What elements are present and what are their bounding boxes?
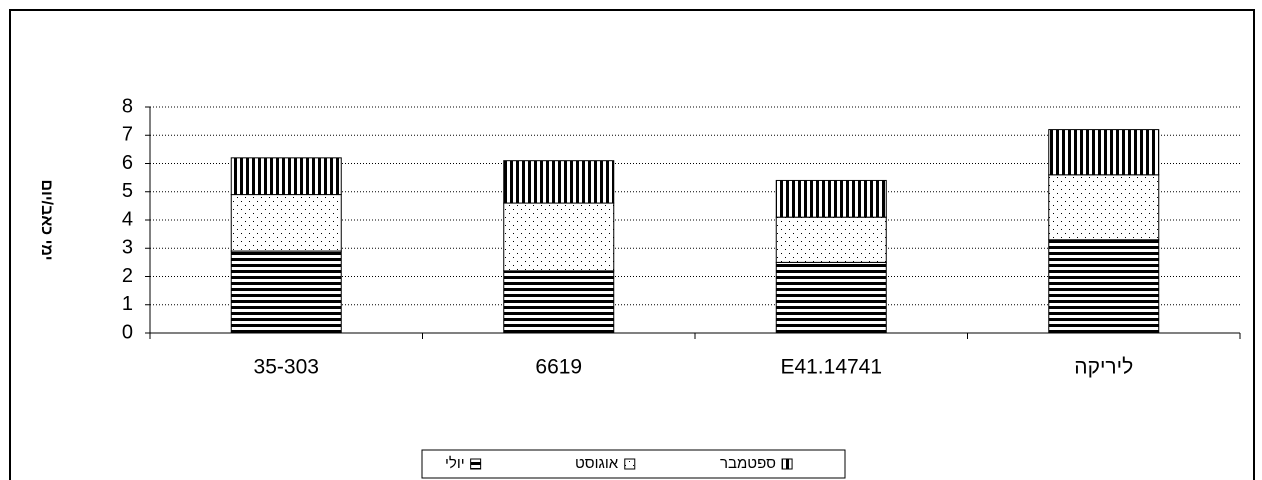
bar-segment xyxy=(775,216,887,263)
bar-segment xyxy=(230,194,342,252)
y-axis-label: ימי כאב/יום xyxy=(38,179,55,260)
bar-segment xyxy=(503,270,615,334)
x-tick-label: 6619 xyxy=(535,356,582,379)
legend-swatch xyxy=(470,458,482,470)
legend-label: ספטמבר xyxy=(720,455,776,472)
y-tick-label: 0 xyxy=(122,321,133,343)
legend-swatch xyxy=(624,458,636,470)
bar-segment xyxy=(230,157,342,196)
bar-segment xyxy=(503,202,615,272)
legend-label: יולי xyxy=(445,455,465,472)
bar-segment xyxy=(1048,239,1160,334)
x-tick-label: ליריקה xyxy=(1074,356,1133,379)
bar-segment xyxy=(775,179,887,218)
y-tick-label: 7 xyxy=(122,124,133,146)
legend-swatch xyxy=(781,458,793,470)
chart-frame xyxy=(9,9,1255,480)
y-tick-label: 2 xyxy=(122,265,133,287)
bar-segment xyxy=(503,160,615,204)
bar-segment xyxy=(1048,129,1160,176)
bar-segment xyxy=(775,261,887,334)
bar-segment xyxy=(230,250,342,334)
y-tick-label: 4 xyxy=(122,208,133,230)
x-tick-label: 35-303 xyxy=(254,356,319,379)
y-tick-label: 3 xyxy=(122,237,133,259)
y-tick-label: 1 xyxy=(122,293,133,315)
legend-label: אוגוסט xyxy=(575,455,619,472)
bar-segment xyxy=(1048,174,1160,241)
y-tick-label: 5 xyxy=(122,180,133,202)
y-tick-label: 6 xyxy=(122,152,133,174)
y-tick-label: 8 xyxy=(122,95,133,117)
x-tick-label: E41.14741 xyxy=(780,356,882,379)
